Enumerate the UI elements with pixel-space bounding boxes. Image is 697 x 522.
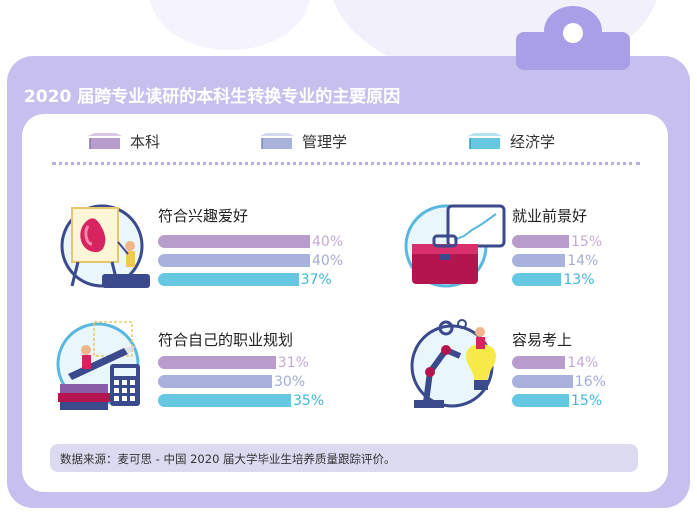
data-label: 15% <box>571 393 603 409</box>
graduation-cap-icon <box>260 133 294 149</box>
legend-item-benke: 本科 <box>86 130 160 152</box>
source-text: 数据来源：麦可思 - 中国 2020 届大学毕业生培养质量跟踪评价。 <box>60 452 396 466</box>
folder-tab-hole <box>563 23 583 43</box>
bar <box>158 254 310 267</box>
bar <box>512 394 569 407</box>
data-label: 31% <box>277 355 309 371</box>
category-label: 就业前景好 <box>512 207 588 225</box>
data-label: 30% <box>274 374 306 390</box>
bar <box>512 273 562 286</box>
category-label: 符合自己的职业规划 <box>158 331 294 349</box>
data-label: 14% <box>567 355 599 371</box>
calculator-books-icon <box>56 321 140 410</box>
legend-label: 经济学 <box>510 132 556 151</box>
bar <box>158 235 310 248</box>
graduation-cap-icon <box>88 133 122 149</box>
category-label: 容易考上 <box>512 331 573 349</box>
data-label: 14% <box>567 253 599 269</box>
bar <box>512 375 573 388</box>
bar <box>158 356 276 369</box>
bar <box>158 394 291 407</box>
data-label: 37% <box>300 272 332 288</box>
data-label: 15% <box>571 234 603 250</box>
bar <box>158 273 299 286</box>
data-label: 40% <box>312 234 344 250</box>
briefcase-chart-icon <box>404 204 506 288</box>
bar <box>512 235 569 248</box>
dotted-divider <box>52 162 640 165</box>
robot-arm-lightbulb-icon <box>410 319 496 408</box>
legend-item-economics: 经济学 <box>466 130 555 152</box>
bar <box>512 254 566 267</box>
data-label: 16% <box>574 374 606 390</box>
legend-label: 本科 <box>130 132 161 151</box>
content-card <box>22 114 668 492</box>
category-label: 符合兴趣爱好 <box>158 207 249 225</box>
legend-item-management: 管理学 <box>258 130 347 152</box>
bar <box>158 375 272 388</box>
page-title: 2020 届跨专业读研的本科生转换专业的主要原因 <box>24 87 401 107</box>
bar <box>512 356 566 369</box>
source-note: 数据来源：麦可思 - 中国 2020 届大学毕业生培养质量跟踪评价。 <box>50 444 638 472</box>
legend-label: 管理学 <box>302 132 348 151</box>
data-label: 35% <box>293 393 325 409</box>
data-label: 13% <box>563 272 595 288</box>
data-label: 40% <box>312 253 344 269</box>
background-blob <box>150 0 310 50</box>
graduation-cap-icon <box>468 133 502 149</box>
painting-easel-icon <box>60 204 150 288</box>
